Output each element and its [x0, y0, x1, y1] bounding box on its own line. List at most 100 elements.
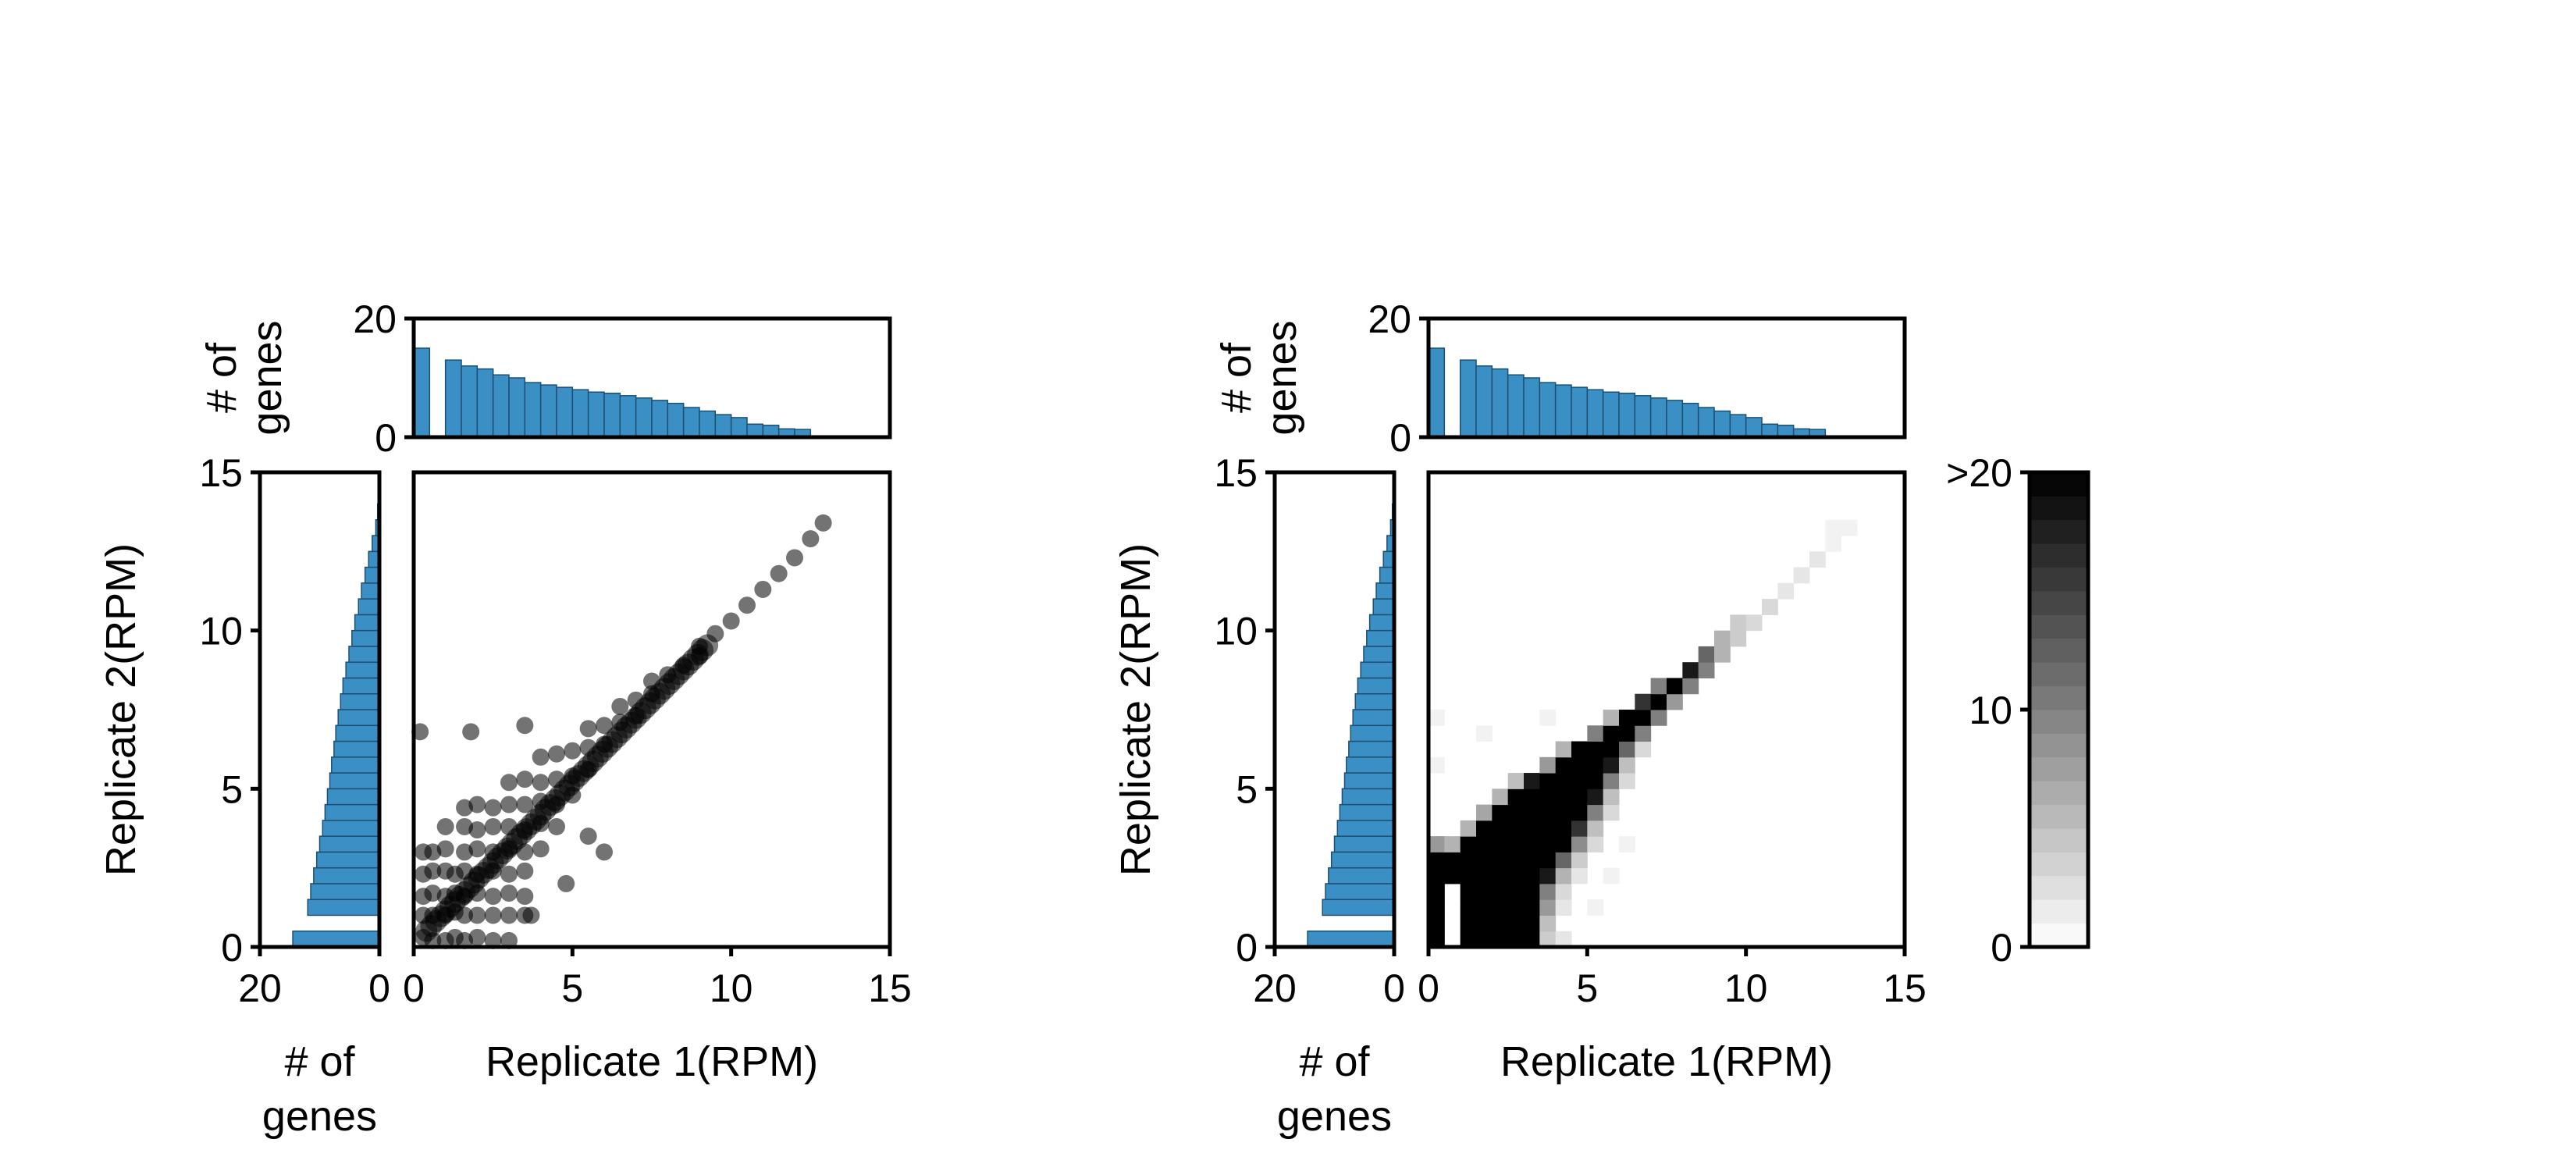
scatter-point [484, 931, 502, 949]
heatmap-cell [1619, 756, 1635, 774]
y-tick-label: 5 [221, 767, 243, 811]
heatmap-cell [1539, 756, 1557, 774]
heatmap-cell [1460, 931, 1477, 948]
heatmap-cells [1429, 519, 1858, 948]
top-hist-y-tick-label: 0 [1389, 416, 1411, 460]
left-hist-x-label-line1: # of [284, 1038, 355, 1085]
colorbar-step [2030, 519, 2088, 544]
left-hist-x-tick-label: 20 [238, 966, 282, 1010]
colorbar-step [2030, 614, 2088, 639]
heatmap-cell [1809, 551, 1826, 568]
main-axes-frame [1426, 470, 1907, 949]
heatmap-cell [1524, 883, 1540, 900]
heatmap-cell [1603, 804, 1620, 821]
heatmap-cell [1460, 867, 1477, 884]
heatmap-cell [1603, 710, 1620, 726]
heatmap-cell [1524, 820, 1540, 837]
heatmap-cell [1571, 852, 1588, 869]
left-hist-x-label-line1: # of [1299, 1038, 1370, 1085]
heatmap-cell [1619, 710, 1635, 726]
scatter-point [579, 720, 597, 738]
scatter-point [522, 906, 540, 924]
scatter-point [611, 697, 629, 715]
scatter-point [532, 748, 550, 766]
left-histogram-bars [292, 503, 380, 948]
heatmap-cell [1555, 852, 1572, 869]
heatmap-cell [1476, 836, 1493, 852]
scatter-point [548, 817, 565, 835]
histogram-bar [324, 803, 380, 821]
heatmap-cell [1476, 725, 1493, 742]
heatmap-cell [1524, 899, 1540, 916]
heatmap-cell [1619, 836, 1635, 852]
heatmap-cell [1571, 756, 1588, 774]
scatter-point [500, 774, 518, 792]
histogram-bar [1357, 677, 1395, 695]
heatmap-cell [1492, 883, 1509, 900]
colorbar-step [2030, 756, 2088, 781]
heatmap-cell [1539, 852, 1557, 869]
heatmap-cell [1555, 883, 1572, 900]
histogram-bar [322, 820, 380, 837]
histogram-bar [1354, 692, 1395, 710]
left-panel-scatter: 0 5 10 15 0 5 10 15 Replicate 1(RPM) Replicate 2(… [98, 297, 912, 1140]
histogram-bar [619, 395, 637, 438]
heatmap-cell [1555, 741, 1572, 758]
scatter-point [579, 828, 597, 845]
histogram-bar [667, 402, 685, 438]
heatmap-cell [1587, 788, 1604, 806]
x-tick-label: 15 [868, 966, 912, 1010]
histogram-bar [1666, 400, 1684, 438]
histogram-bar [1459, 359, 1477, 438]
scatter-point [436, 840, 454, 858]
heatmap-cell [1476, 867, 1493, 884]
heatmap-cell [1492, 788, 1509, 806]
top-hist-y-label: # ofgenes [1213, 320, 1305, 435]
heatmap-cell [1444, 852, 1461, 869]
scatter-point [516, 717, 534, 735]
heatmap-cell [1524, 931, 1540, 948]
left-histogram-bars [1307, 503, 1395, 948]
heatmap-cell [1555, 756, 1572, 774]
histogram-bar [1649, 397, 1667, 438]
scatter-point [468, 840, 486, 858]
heatmap-cell [1539, 820, 1557, 837]
heatmap-cell [1444, 867, 1461, 884]
top-hist-y-tick-label: 0 [375, 416, 397, 460]
heatmap-cell [1539, 788, 1557, 806]
heatmap-cell [1492, 852, 1509, 869]
heatmap-cell [1429, 710, 1445, 726]
scatter-point [436, 817, 454, 835]
histogram-bar [1745, 417, 1763, 438]
histogram-bar [1372, 598, 1395, 616]
top-histogram-bars [413, 347, 812, 438]
heatmap-cell [1762, 599, 1778, 615]
x-tick-label: 15 [1883, 966, 1927, 1010]
heatmap-cell [1429, 852, 1445, 869]
colorbar: 0 10 >20 [1946, 451, 2090, 970]
y-tick-label: 15 [1214, 451, 1258, 495]
heatmap-cell [1460, 915, 1477, 932]
histogram-bar [413, 347, 431, 438]
histogram-bar [329, 772, 380, 790]
heatmap-cell [1650, 678, 1667, 695]
colorbar-step [2030, 472, 2088, 497]
scatter-point [500, 931, 518, 949]
heatmap-cell [1539, 804, 1557, 821]
heatmap-cell [1682, 662, 1699, 678]
histogram-bar [326, 788, 380, 806]
heatmap-cell [1507, 804, 1525, 821]
histogram-bar [1325, 883, 1395, 900]
heatmap-cell [1539, 773, 1557, 789]
heatmap-cell [1539, 710, 1557, 726]
histogram-bar [508, 377, 526, 438]
heatmap-cell [1555, 836, 1572, 852]
left-hist-frame [258, 470, 382, 949]
histogram-bar [1366, 629, 1395, 647]
colorbar-step [2030, 496, 2088, 521]
histogram-bar [730, 417, 748, 438]
histogram-bar [342, 677, 380, 695]
heatmap-cell [1587, 836, 1604, 852]
scatter-point [516, 795, 534, 813]
heatmap-cell [1507, 773, 1525, 789]
